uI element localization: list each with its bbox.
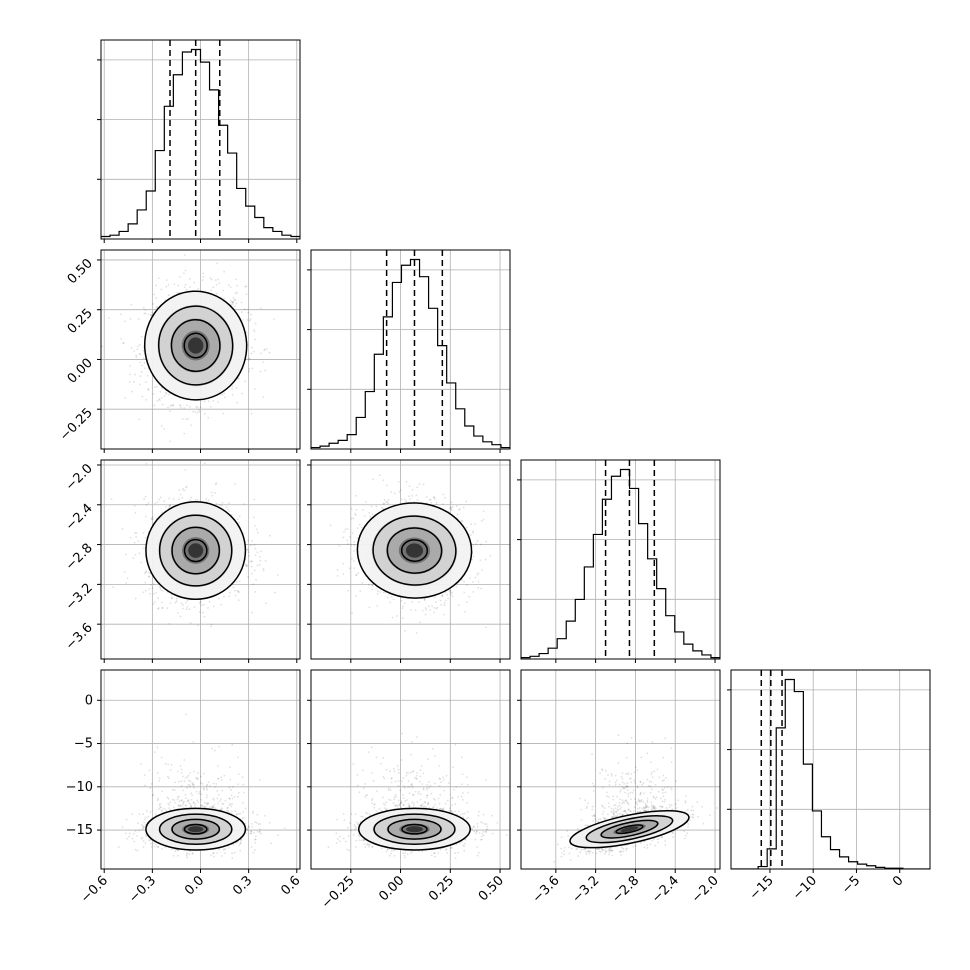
density-fill-4 <box>406 826 423 833</box>
y-tick-label: −2.0 <box>63 461 96 494</box>
y-tick-label: −3.6 <box>63 620 96 653</box>
panel-2-1 <box>307 459 511 663</box>
x-tick-label: 0.25 <box>426 873 457 904</box>
panel-1-1 <box>307 249 511 453</box>
contour-2 <box>171 526 221 575</box>
histogram-3 <box>731 678 930 869</box>
panel-frame <box>520 669 721 870</box>
x-tick-label: −2.4 <box>649 873 682 906</box>
contour-0 <box>145 501 247 601</box>
contour-3 <box>615 824 644 835</box>
contour-2 <box>386 527 443 574</box>
x-tick-label: 0 <box>890 873 906 889</box>
panel-frame <box>310 459 511 660</box>
x-tick-label: −0.25 <box>319 873 358 912</box>
panel-3-0: −0.6 −0.3 0.0 0.3 0.6 0 −5 −10 −15 <box>66 669 304 906</box>
x-tick-label: 0.3 <box>230 873 255 898</box>
panel-2-2 <box>517 459 721 663</box>
contour-1 <box>157 305 234 386</box>
density-fill-4 <box>405 543 424 558</box>
panel-3-1: −0.25 0.00 0.25 0.50 <box>307 669 511 912</box>
contour-2 <box>170 318 221 373</box>
x-tick-label: −5 <box>839 873 863 897</box>
contour-3 <box>183 538 208 563</box>
contour-3 <box>183 823 208 835</box>
histogram-1 <box>311 258 510 449</box>
y-tick-label: 0.25 <box>65 306 96 337</box>
x-tick-label: 0.0 <box>182 873 207 898</box>
x-tick-label: 0.50 <box>476 873 507 904</box>
contour-0 <box>569 809 690 849</box>
y-tick-label: 0.00 <box>65 356 96 387</box>
contour-3 <box>400 539 429 562</box>
density-fill-4 <box>188 337 204 354</box>
density-fill-4 <box>188 543 204 558</box>
contour-2 <box>171 818 221 840</box>
y-tick-label: 0.50 <box>65 256 96 287</box>
y-tick-label: −10 <box>66 780 93 795</box>
panel-0-0 <box>97 39 301 243</box>
panel-1-0: −0.25 0.00 0.25 0.50 <box>57 249 301 453</box>
panel-3-3: −15 −10 −5 0 <box>727 669 931 903</box>
x-tick-label: −10 <box>790 873 820 903</box>
contour-3 <box>183 332 208 359</box>
x-tick-label: 0.6 <box>278 873 303 898</box>
y-tick-label: −2.8 <box>63 541 96 574</box>
y-tick-label: −15 <box>66 823 93 838</box>
panel-frame <box>730 669 931 870</box>
x-tick-label: −3.6 <box>530 873 563 906</box>
contour-0 <box>358 807 471 851</box>
y-tick-label: 0 <box>85 693 93 708</box>
x-tick-label: −0.3 <box>126 873 159 906</box>
contour-0 <box>145 807 247 851</box>
x-tick-label: −2.8 <box>609 873 642 906</box>
panel-frame <box>310 249 511 450</box>
contour-1 <box>373 813 456 846</box>
y-tick-label: −2.4 <box>63 501 96 534</box>
y-tick-label: −0.25 <box>57 405 96 444</box>
contour-0 <box>143 290 248 401</box>
density-fill-4 <box>620 826 639 832</box>
contour-3 <box>401 823 428 835</box>
histogram-0 <box>101 48 300 239</box>
contour-0 <box>356 502 473 599</box>
contour-1 <box>158 813 233 846</box>
y-tick-label: −5 <box>74 737 93 752</box>
contour-1 <box>585 815 674 844</box>
x-tick-label: −3.2 <box>570 873 603 906</box>
x-tick-label: 0.00 <box>376 873 407 904</box>
histogram-2 <box>521 468 720 659</box>
panel-2-0: −3.6 −3.2 −2.8 −2.4 −2.0 <box>63 459 301 663</box>
contour-2 <box>387 818 442 840</box>
contour-2 <box>600 819 659 839</box>
panel-3-2: −3.6 −3.2 −2.8 −2.4 −2.0 <box>517 669 722 906</box>
panel-frame <box>310 669 511 870</box>
x-tick-label: −0.6 <box>78 873 111 906</box>
y-tick-label: −3.2 <box>63 581 96 614</box>
x-tick-label: −2.0 <box>689 873 722 906</box>
contour-1 <box>158 514 233 587</box>
x-tick-label: −15 <box>747 873 777 903</box>
contour-1 <box>372 515 457 586</box>
density-fill-4 <box>188 826 204 833</box>
panel-frame <box>520 459 721 660</box>
